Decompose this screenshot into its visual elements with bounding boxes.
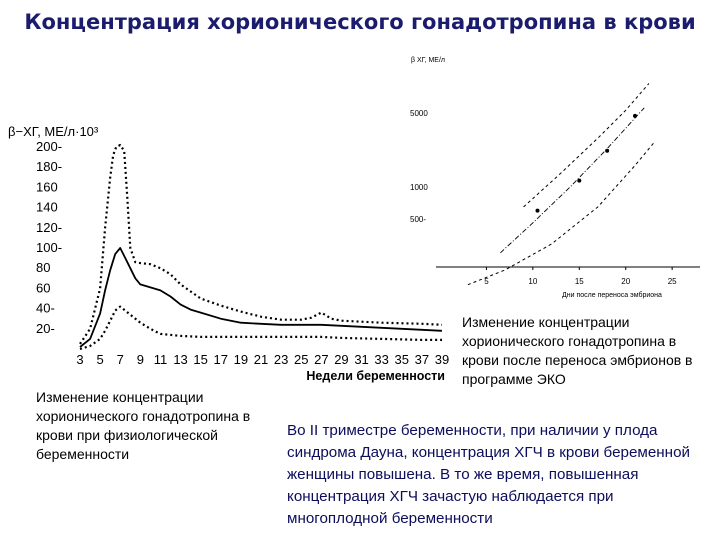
x-tick-label: 19 [234,352,248,367]
x-tick-label: 27 [314,352,328,367]
data-point [535,208,540,213]
body-paragraph: Во II триместре беременности, при наличи… [287,422,690,527]
x-tick-label: 3 [76,352,83,367]
y-tick-label: 180- [36,159,62,174]
page-title: Концентрация хорионического гонадотропин… [24,10,696,34]
x-tick-label: 35 [395,352,409,367]
series-line-dashed-median [500,107,645,254]
x-tick-label: 37 [415,352,429,367]
data-point [633,113,637,118]
x-tick-label: 15 [575,277,584,286]
x-tick-label: 33 [374,352,388,367]
series-line-dashed-upper [523,83,650,208]
x-tick-label: 25 [668,277,677,286]
x-tick-label: 5 [96,352,103,367]
data-point [577,178,582,183]
x-tick-label: 17 [214,352,228,367]
x-tick-label: 31 [354,352,368,367]
x-tick-label: 29 [334,352,348,367]
x-tick-label: 23 [274,352,288,367]
y-tick-label: 20- [36,321,55,336]
data-point [605,148,610,153]
x-axis-label: Дни после переноса эмбриона [562,291,662,299]
x-axis-label: Недели беременности [306,369,445,383]
caption-ivf: Изменение концентрации хорионического го… [462,314,693,387]
y-axis-label: β ХГ, МЕ/л [411,57,445,64]
x-tick-label: 20 [621,277,630,286]
y-tick-label: 160 [36,179,58,194]
x-tick-label: 11 [154,352,168,367]
y-tick-label: 40- [36,301,55,316]
y-tick-label: 100- [36,240,62,255]
caption-physiological: Изменение концентрации хорионического го… [36,389,251,462]
y-tick-label: 1000 [410,183,428,192]
series-line-dotted-lower [79,305,442,351]
x-tick-label: 13 [173,352,187,367]
x-tick-label: 39 [435,352,449,367]
x-tick-label: 9 [137,352,144,367]
x-tick-label: 5 [484,277,489,286]
y-tick-label: 500- [410,215,426,224]
y-tick-label: 60 [36,280,50,295]
y-tick-label: 140 [36,200,58,215]
y-tick-label: 120- [36,220,62,235]
y-tick-label: 200- [36,139,62,154]
x-tick-label: 15 [193,352,207,367]
x-tick-label: 10 [528,277,537,286]
y-tick-label: 80 [36,260,50,275]
series-line-dotted-upper [79,143,443,345]
x-tick-label: 7 [117,352,124,367]
x-tick-label: 25 [294,352,308,367]
series-line-solid-median [79,247,443,348]
y-tick-label: 5000 [410,109,428,118]
series-line-dashed-lower [467,142,654,286]
x-tick-label: 21 [254,352,268,367]
y-axis-label: β−ХГ, МЕ/л·10³ [8,124,99,139]
